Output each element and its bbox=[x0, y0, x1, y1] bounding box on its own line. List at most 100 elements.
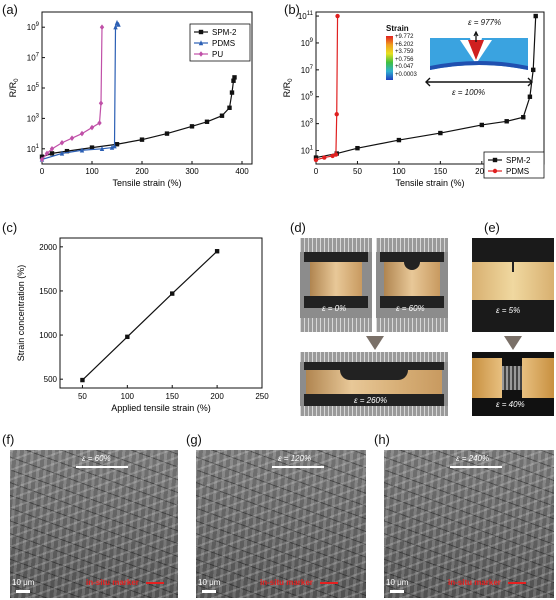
data-point bbox=[125, 334, 130, 340]
y-tick-label: 103 bbox=[27, 113, 40, 123]
strain-label-d260: ε = 260% bbox=[354, 396, 388, 405]
ruler-top bbox=[300, 238, 372, 252]
strain-label-e40: ε = 40% bbox=[496, 400, 525, 409]
data-point-spm-2 bbox=[49, 151, 55, 156]
ruler-top bbox=[300, 352, 448, 362]
data-point-pdms bbox=[333, 152, 339, 157]
chart-a: 0 100 200 300 400 101 103 105 107 109 Tensile stra… bbox=[8, 11, 253, 188]
inset-bottom-label: ε = 100% bbox=[452, 88, 486, 97]
y-axis-label: R/R0 bbox=[282, 78, 294, 98]
photo-d-0: ε = 0% bbox=[300, 238, 372, 332]
sem-f-marker: in-situ marker bbox=[86, 578, 139, 587]
x-tick-label: 400 bbox=[235, 167, 249, 176]
data-point bbox=[80, 377, 85, 383]
x-axis-label: Applied tensile strain (%) bbox=[111, 403, 211, 413]
marker-arrow-icon bbox=[508, 582, 526, 584]
y-tick-label: 105 bbox=[301, 92, 314, 102]
y-tick-label: 107 bbox=[27, 53, 40, 63]
panel-f: (f) ε = 60% 10 μm in-situ marker bbox=[0, 432, 182, 600]
data-point-pu bbox=[49, 146, 55, 152]
x-tick-label: 200 bbox=[475, 167, 489, 176]
data-point-pdms bbox=[330, 153, 335, 159]
data-point-spm-2 bbox=[527, 94, 533, 99]
legend-marker bbox=[198, 51, 204, 57]
inset-tick-label: +0.756 bbox=[395, 56, 414, 63]
strain-inset: Strain +9.772 +6.202 +3.759 +0.756 +0.047 +0.… bbox=[386, 18, 536, 100]
double-arrow-icon bbox=[272, 466, 324, 468]
data-point-spm-2 bbox=[139, 137, 145, 142]
data-point-pdms bbox=[79, 147, 85, 153]
data-point-pu bbox=[89, 124, 95, 131]
double-arrow-icon bbox=[76, 466, 128, 468]
data-point-pdms bbox=[112, 143, 117, 149]
sem-image-f bbox=[10, 450, 178, 598]
data-point-spm-2 bbox=[396, 137, 402, 143]
data-point-pdms bbox=[113, 24, 118, 30]
series-line-pdms bbox=[315, 16, 339, 161]
x-axis-label: Tensile strain (%) bbox=[395, 178, 464, 188]
strain-label-d60: ε = 60% bbox=[396, 304, 425, 313]
scale-bar bbox=[390, 590, 404, 593]
inset-tick-label: +3.759 bbox=[395, 49, 414, 56]
data-point-spm-2 bbox=[219, 113, 225, 118]
chart-c: 50 100 150 200 250 500 1000 1500 2000 Applied ten… bbox=[16, 237, 269, 413]
panel-g: (g) ε = 120% 10 μm in-situ marker bbox=[186, 432, 370, 600]
inset-ticks: +9.772 +6.202 +3.759 +0.756 +0.047 +0.0003 bbox=[395, 34, 417, 80]
x-tick-label: 150 bbox=[166, 392, 180, 401]
clamp-top bbox=[304, 362, 444, 370]
legend-label: PDMS bbox=[212, 39, 235, 48]
data-point-spm-2 bbox=[64, 148, 70, 154]
photo-e-40: ε = 40% bbox=[472, 352, 554, 416]
panel-b-label: (b) bbox=[284, 2, 300, 17]
data-point-pdms bbox=[335, 13, 340, 19]
series-line bbox=[82, 250, 218, 381]
sem-image-h bbox=[384, 450, 554, 598]
data-point-spm-2 bbox=[313, 155, 319, 160]
data-point-spm-2 bbox=[232, 75, 237, 80]
series-line-pu bbox=[41, 27, 103, 160]
clamp-top bbox=[380, 252, 444, 262]
photo-e-5: ε = 5% bbox=[472, 238, 554, 332]
ruler-bottom bbox=[300, 318, 372, 332]
y-tick-label: 103 bbox=[301, 119, 314, 129]
data-point-spm-2 bbox=[89, 145, 95, 150]
film-left bbox=[472, 358, 502, 398]
notch bbox=[404, 262, 420, 270]
film-right bbox=[522, 358, 554, 398]
legend-marker bbox=[198, 40, 204, 46]
data-point-pu bbox=[98, 100, 104, 106]
y-tick-label: 109 bbox=[27, 22, 40, 32]
x-tick-label: 250 bbox=[255, 392, 269, 401]
y-tick-label: 107 bbox=[301, 65, 314, 75]
legend-marker bbox=[492, 157, 498, 163]
x-tick-label: 50 bbox=[353, 167, 362, 176]
y-tick-label: 101 bbox=[27, 144, 40, 154]
inset-colorbar bbox=[386, 36, 393, 80]
y-tick-label: 101 bbox=[301, 146, 314, 156]
legend-box bbox=[483, 151, 545, 179]
series-line-spm-2 bbox=[41, 77, 236, 158]
panel-c: (c) 50 100 150 200 250 500 1000 1500 2000 Applied… bbox=[0, 218, 278, 418]
data-point-spm-2 bbox=[531, 67, 536, 73]
y-tick-label: 2000 bbox=[39, 243, 57, 252]
data-point-pdms bbox=[334, 112, 339, 117]
data-point-spm-2 bbox=[229, 90, 235, 95]
y-tick-label: 1000 bbox=[39, 331, 57, 340]
panel-h-label: (h) bbox=[374, 432, 390, 447]
y-tick-label: 500 bbox=[44, 375, 58, 384]
y-tick-label: 105 bbox=[27, 83, 40, 93]
inset-title: Strain bbox=[386, 24, 409, 33]
photo-d-60: ε = 60% bbox=[376, 238, 448, 332]
data-point-pu bbox=[99, 24, 105, 30]
clamp-bottom bbox=[304, 394, 444, 406]
x-tick-label: 100 bbox=[392, 167, 406, 176]
strain-label-e5: ε = 5% bbox=[496, 306, 521, 315]
neck-ridges bbox=[502, 366, 522, 390]
clamp-bottom bbox=[304, 296, 368, 308]
scale-bar bbox=[202, 590, 216, 593]
sem-g-strain: ε = 120% bbox=[278, 454, 312, 463]
data-point-spm-2 bbox=[521, 115, 526, 120]
ruler-top bbox=[376, 238, 448, 252]
sem-h-scale: 10 μm bbox=[386, 578, 409, 587]
data-point-spm-2 bbox=[204, 119, 210, 124]
